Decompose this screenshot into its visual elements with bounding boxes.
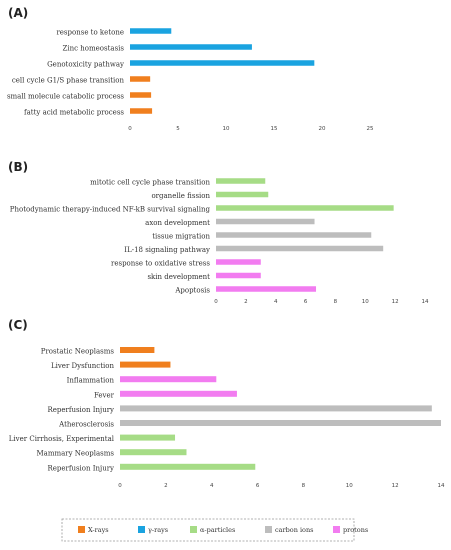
- x-tick-label: 5: [176, 126, 180, 132]
- x-tick-label: 10: [346, 483, 353, 489]
- category-label-response-to-ketone: response to ketone: [56, 29, 124, 37]
- bar-prostatic-neoplasms: [120, 347, 155, 353]
- bar-tissue-migration: [216, 232, 372, 238]
- category-label-liver-cirrhosis-experimental: Liver Cirrhosis, Experimental: [9, 435, 115, 443]
- legend-label-alpha-particles: α-particles: [200, 526, 235, 534]
- bar-liver-cirrhosis-experimental: [120, 434, 176, 441]
- category-label-axon-development: axon development: [145, 219, 210, 227]
- category-label-zinc-homeostasis: Zinc homeostasis: [63, 45, 125, 53]
- panel-a: (A) response to ketone Zinc homeostasis Gen…: [7, 6, 374, 132]
- category-label-small-molecule-catabolic-process: small molecule catabolic process: [7, 93, 124, 101]
- category-label-apoptosis: Apoptosis: [174, 287, 210, 295]
- category-label-fever: Fever: [94, 391, 115, 399]
- bar-cell-cycle-g1-s-phase-transition: [130, 76, 151, 82]
- panel-label: (B): [8, 160, 28, 174]
- bar-response-to-oxidative-stress: [216, 259, 261, 265]
- panel-label: (C): [8, 318, 28, 332]
- category-label-reperfusion-injury: Reperfusion Injury: [47, 406, 114, 414]
- bar-photodynamic-therapy-induced-nf-kb-survival-signaling: [216, 205, 394, 211]
- x-tick-label: 12: [392, 483, 399, 489]
- bar-apoptosis: [216, 286, 317, 292]
- category-label-tissue-migration: tissue migration: [152, 233, 210, 241]
- legend-label-protons: protons: [343, 526, 368, 534]
- legend-label-gamma-rays: γ-rays: [148, 526, 168, 534]
- category-label-mammary-neoplasms: Mammary Neoplasms: [36, 450, 114, 458]
- x-tick-label: 14: [422, 299, 429, 305]
- legend-label-x-rays: X-rays: [88, 526, 109, 534]
- x-tick-label: 8: [334, 299, 338, 305]
- bar-axon-development: [216, 218, 315, 225]
- category-label-fatty-acid-metabolic-process: fatty acid metabolic process: [24, 109, 124, 117]
- x-tick-label: 4: [210, 483, 214, 489]
- x-tick-label: 0: [128, 126, 132, 132]
- x-tick-label: 25: [367, 126, 374, 132]
- legend: X-rays γ-rays α-particles carbon ions proton…: [61, 518, 368, 542]
- category-label-genotoxicity-pathway: Genotoxicity pathway: [47, 61, 124, 69]
- bar-small-molecule-catabolic-process: [130, 92, 152, 98]
- x-tick-label: 8: [302, 483, 306, 489]
- category-label-response-to-oxidative-stress: response to oxidative stress: [111, 260, 210, 268]
- category-label-cell-cycle-g1-s-phase-transition: cell cycle G1/S phase transition: [12, 77, 125, 85]
- category-label-atherosclerosis: Atherosclerosis: [58, 421, 114, 429]
- legend-swatch-carbon-ions: [265, 526, 272, 533]
- x-tick-label: 20: [319, 126, 326, 132]
- bar-inflammation: [120, 376, 217, 383]
- category-label-inflammation: Inflammation: [67, 377, 115, 385]
- legend-swatch-gamma-rays: [138, 526, 145, 533]
- x-tick-label: 10: [362, 299, 369, 305]
- bar-skin-development: [216, 272, 261, 279]
- bar-liver-dysfunction: [120, 361, 171, 368]
- bar-organelle-fission: [216, 191, 269, 198]
- category-label-skin-development: skin development: [147, 273, 210, 281]
- category-label-liver-dysfunction: Liver Dysfunction: [51, 362, 115, 370]
- bar-il-18-signaling-pathway: [216, 245, 384, 252]
- bar-response-to-ketone: [130, 28, 172, 34]
- bar-fever: [120, 390, 237, 397]
- panel-c: (C) Prostatic Neoplasms Liver Dysfunction I…: [8, 318, 445, 489]
- x-tick-label: 2: [244, 299, 248, 305]
- x-tick-label: 15: [271, 126, 278, 132]
- bar-fatty-acid-metabolic-process: [130, 108, 153, 114]
- x-tick-label: 0: [118, 483, 122, 489]
- bar-mitotic-cell-cycle-phase-transition: [216, 178, 266, 184]
- bar-mammary-neoplasms: [120, 449, 187, 456]
- category-label-photodynamic-therapy-induced-nf-kb-survival-signaling: Photodynamic therapy-induced NF-kB survi…: [10, 206, 211, 214]
- bar-zinc-homeostasis: [130, 44, 252, 50]
- category-label-reperfusion-injury: Reperfusion Injury: [47, 464, 114, 472]
- legend-swatch-x-rays: [78, 526, 85, 533]
- category-label-il-18-signaling-pathway: IL-18 signaling pathway: [124, 246, 210, 254]
- bar-atherosclerosis: [120, 420, 441, 426]
- legend-swatch-protons: [333, 526, 340, 533]
- legend-swatch-alpha-particles: [190, 526, 197, 533]
- panel-label: (A): [8, 6, 28, 20]
- panel-b: (B) mitotic cell cycle phase transition or…: [8, 160, 429, 305]
- x-tick-label: 2: [164, 483, 168, 489]
- x-tick-label: 6: [304, 299, 308, 305]
- x-tick-label: 14: [438, 483, 445, 489]
- x-tick-label: 6: [256, 483, 260, 489]
- category-label-organelle-fission: organelle fission: [151, 192, 210, 200]
- x-tick-label: 12: [392, 299, 399, 305]
- bar-reperfusion-injury: [120, 405, 432, 412]
- bar-genotoxicity-pathway: [130, 60, 315, 66]
- category-label-prostatic-neoplasms: Prostatic Neoplasms: [41, 348, 115, 356]
- category-label-mitotic-cell-cycle-phase-transition: mitotic cell cycle phase transition: [90, 179, 210, 187]
- x-tick-label: 4: [274, 299, 278, 305]
- bar-reperfusion-injury: [120, 463, 256, 470]
- legend-box: [61, 518, 355, 542]
- legend-label-carbon-ions: carbon ions: [275, 526, 313, 534]
- x-tick-label: 0: [214, 299, 218, 305]
- x-tick-label: 10: [223, 126, 230, 132]
